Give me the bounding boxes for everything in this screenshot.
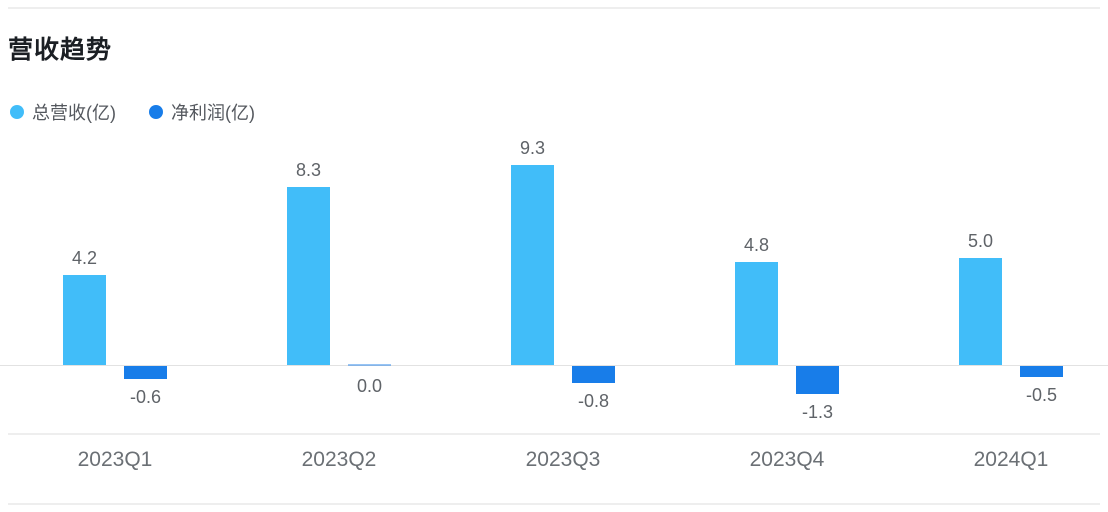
bar-value-label: -1.3: [801, 401, 834, 422]
bar-value-label: -0.5: [1025, 384, 1058, 405]
bar-total-revenue-2023Q2[interactable]: [287, 186, 330, 365]
bar-total-revenue-2023Q4[interactable]: [735, 261, 778, 365]
bar-net-profit-2023Q3[interactable]: [572, 366, 615, 384]
bar-net-profit-2023Q4[interactable]: [796, 366, 839, 394]
x-axis-divider: [8, 433, 1100, 435]
bar-value-label: 0.0: [356, 376, 383, 396]
bar-value-label: 9.3: [519, 138, 546, 159]
legend-item-total-revenue[interactable]: 总营收(亿): [10, 99, 116, 125]
legend-item-net-profit[interactable]: 净利润(亿): [149, 99, 255, 125]
bar-net-profit-2024Q1[interactable]: [1020, 366, 1063, 377]
bar-total-revenue-2023Q1[interactable]: [63, 274, 106, 365]
bar-total-revenue-2023Q3[interactable]: [511, 165, 554, 365]
legend-swatch-net-profit-icon: [149, 105, 163, 119]
bar-value-label: 5.0: [967, 230, 994, 251]
bar-net-profit-2023Q2[interactable]: [348, 364, 391, 366]
zero-axis-line: [0, 365, 1108, 366]
x-axis-label: 2023Q3: [525, 448, 601, 471]
x-axis-label: 2023Q1: [77, 448, 153, 471]
top-divider: [8, 7, 1100, 9]
bar-value-label: 4.8: [743, 234, 770, 255]
bar-value-label: 8.3: [295, 159, 322, 180]
legend-swatch-total-revenue-icon: [10, 105, 24, 119]
legend-label: 净利润(亿): [171, 103, 255, 123]
chart-legend: 总营收(亿) 净利润(亿): [10, 99, 255, 125]
x-axis-label: 2023Q2: [301, 448, 377, 471]
bar-net-profit-2023Q1[interactable]: [124, 366, 167, 379]
x-axis-label: 2023Q4: [749, 448, 825, 471]
bar-value-label: -0.8: [577, 391, 610, 412]
bar-value-label: 4.2: [71, 247, 98, 268]
bar-total-revenue-2024Q1[interactable]: [959, 257, 1002, 365]
bar-value-label: -0.6: [129, 386, 162, 407]
legend-label: 总营收(亿): [32, 103, 116, 123]
chart-title: 营收趋势: [8, 36, 113, 64]
x-axis-label: 2024Q1: [973, 448, 1049, 471]
bottom-divider: [8, 503, 1100, 505]
